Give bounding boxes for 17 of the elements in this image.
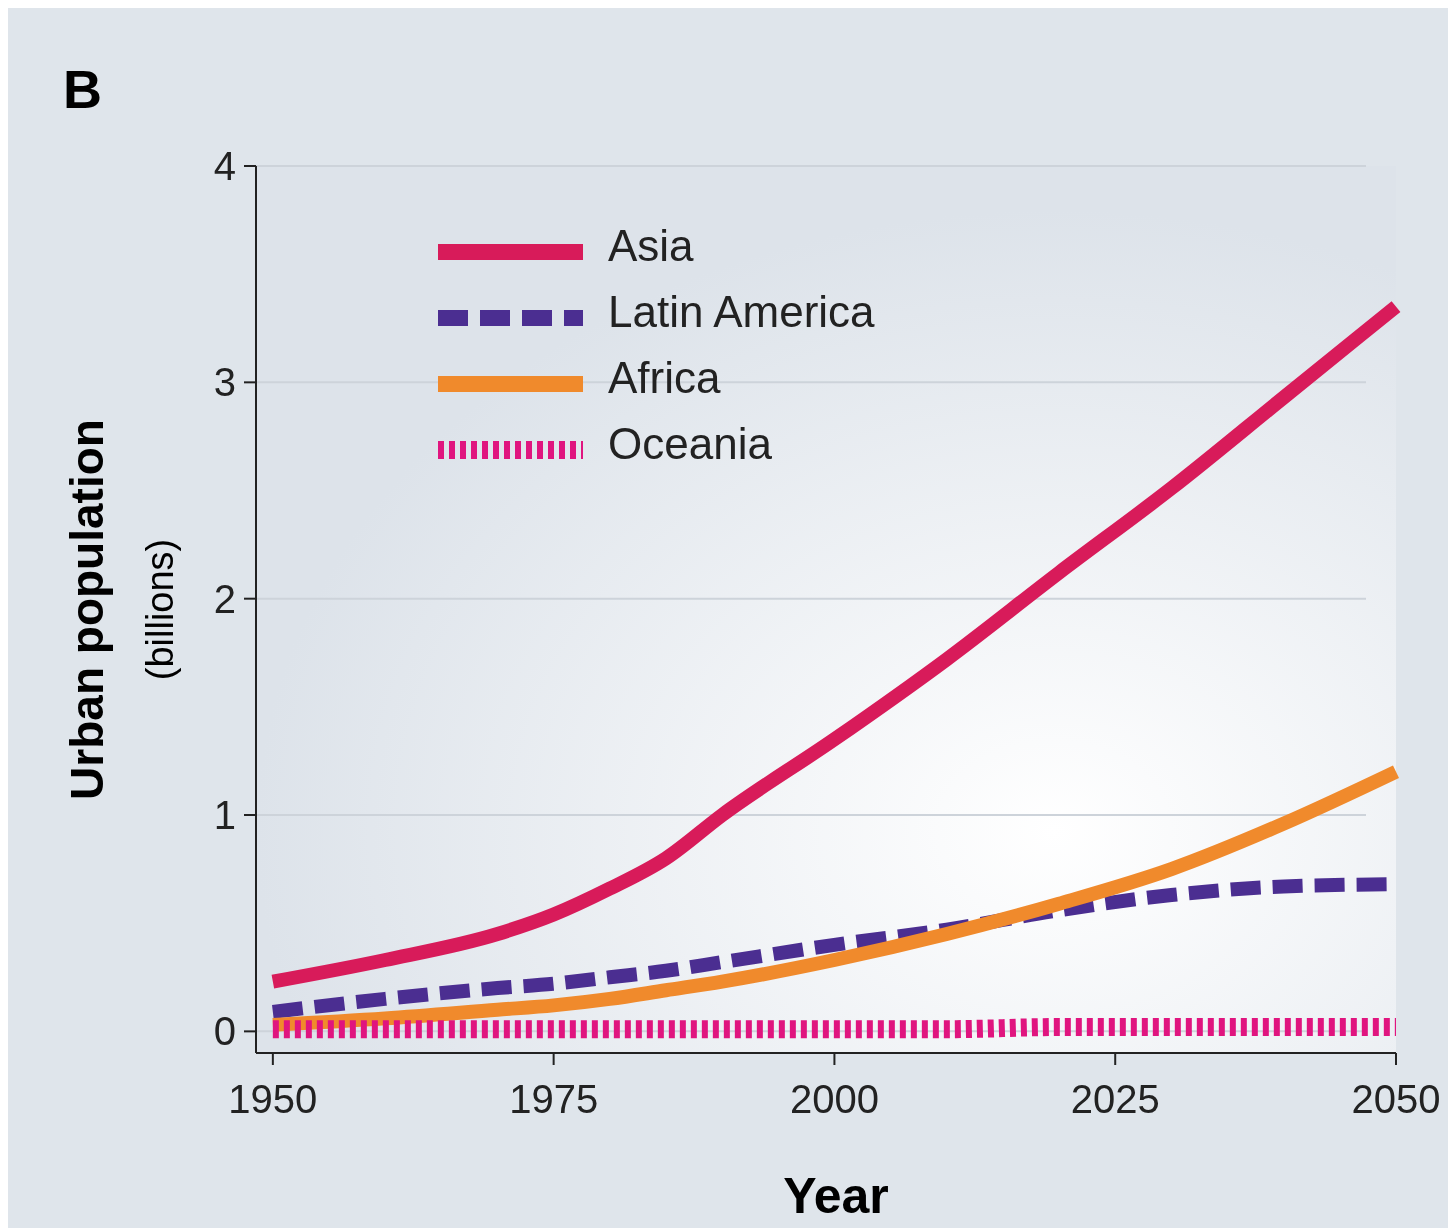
x-tick-label: 2050 xyxy=(1351,1077,1441,1121)
legend-label: Africa xyxy=(608,353,721,403)
x-tick-label: 2025 xyxy=(1070,1077,1160,1121)
legend-label: Latin America xyxy=(608,287,876,337)
y-axis-title: Urban population (billions) xyxy=(61,419,181,800)
y-tick-label: 1 xyxy=(213,793,236,838)
y-tick-label: 2 xyxy=(213,576,236,621)
x-tick-label: 1975 xyxy=(509,1077,599,1121)
x-tick-label: 1950 xyxy=(228,1077,318,1121)
chart-title: B xyxy=(63,59,102,119)
x-tick-label: 2000 xyxy=(789,1077,879,1121)
y-tick-label: 4 xyxy=(213,144,236,188)
x-axis-title: Year xyxy=(783,1168,889,1224)
y-tick-label: 3 xyxy=(213,360,236,405)
y-tick-label: 0 xyxy=(213,1009,236,1054)
legend-label: Asia xyxy=(608,221,695,271)
legend-label: Oceania xyxy=(608,419,773,469)
